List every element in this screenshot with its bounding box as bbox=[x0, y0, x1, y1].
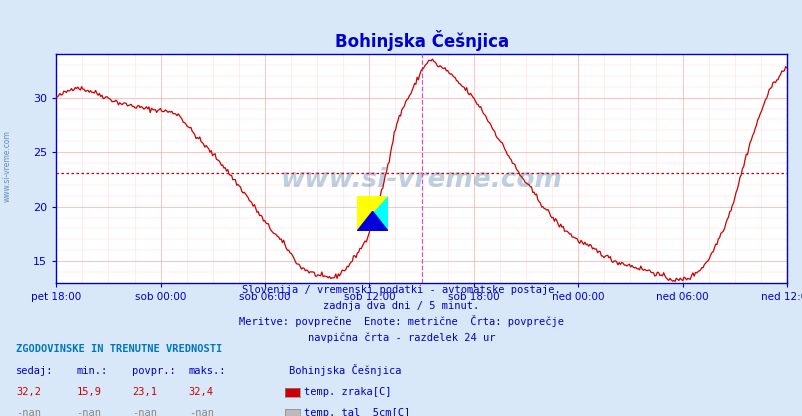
Text: zadnja dva dni / 5 minut.: zadnja dva dni / 5 minut. bbox=[323, 301, 479, 311]
Text: Bohinjska Češnjica: Bohinjska Češnjica bbox=[289, 364, 401, 376]
Title: Bohinjska Češnjica: Bohinjska Češnjica bbox=[334, 30, 508, 51]
Text: -nan: -nan bbox=[16, 408, 41, 416]
Text: -nan: -nan bbox=[76, 408, 101, 416]
Text: Meritve: povprečne  Enote: metrične  Črta: povprečje: Meritve: povprečne Enote: metrične Črta:… bbox=[239, 315, 563, 327]
Text: 32,2: 32,2 bbox=[16, 387, 41, 397]
Text: sedaj:: sedaj: bbox=[16, 366, 54, 376]
Text: maks.:: maks.: bbox=[188, 366, 226, 376]
Text: ZGODOVINSKE IN TRENUTNE VREDNOSTI: ZGODOVINSKE IN TRENUTNE VREDNOSTI bbox=[16, 344, 222, 354]
Text: -nan: -nan bbox=[132, 408, 157, 416]
Text: temp. tal  5cm[C]: temp. tal 5cm[C] bbox=[303, 408, 409, 416]
Text: -nan: -nan bbox=[188, 408, 213, 416]
Text: povpr.:: povpr.: bbox=[132, 366, 176, 376]
Text: 15,9: 15,9 bbox=[76, 387, 101, 397]
Text: www.si-vreme.com: www.si-vreme.com bbox=[280, 167, 562, 193]
Text: navpična črta - razdelek 24 ur: navpična črta - razdelek 24 ur bbox=[307, 332, 495, 343]
Text: temp. zraka[C]: temp. zraka[C] bbox=[303, 387, 391, 397]
Text: 32,4: 32,4 bbox=[188, 387, 213, 397]
Polygon shape bbox=[357, 196, 387, 231]
Text: 23,1: 23,1 bbox=[132, 387, 157, 397]
Text: min.:: min.: bbox=[76, 366, 107, 376]
Text: www.si-vreme.com: www.si-vreme.com bbox=[2, 131, 12, 202]
Polygon shape bbox=[357, 211, 387, 231]
Polygon shape bbox=[357, 196, 387, 231]
Text: Slovenija / vremenski podatki - avtomatske postaje.: Slovenija / vremenski podatki - avtomats… bbox=[242, 285, 560, 295]
